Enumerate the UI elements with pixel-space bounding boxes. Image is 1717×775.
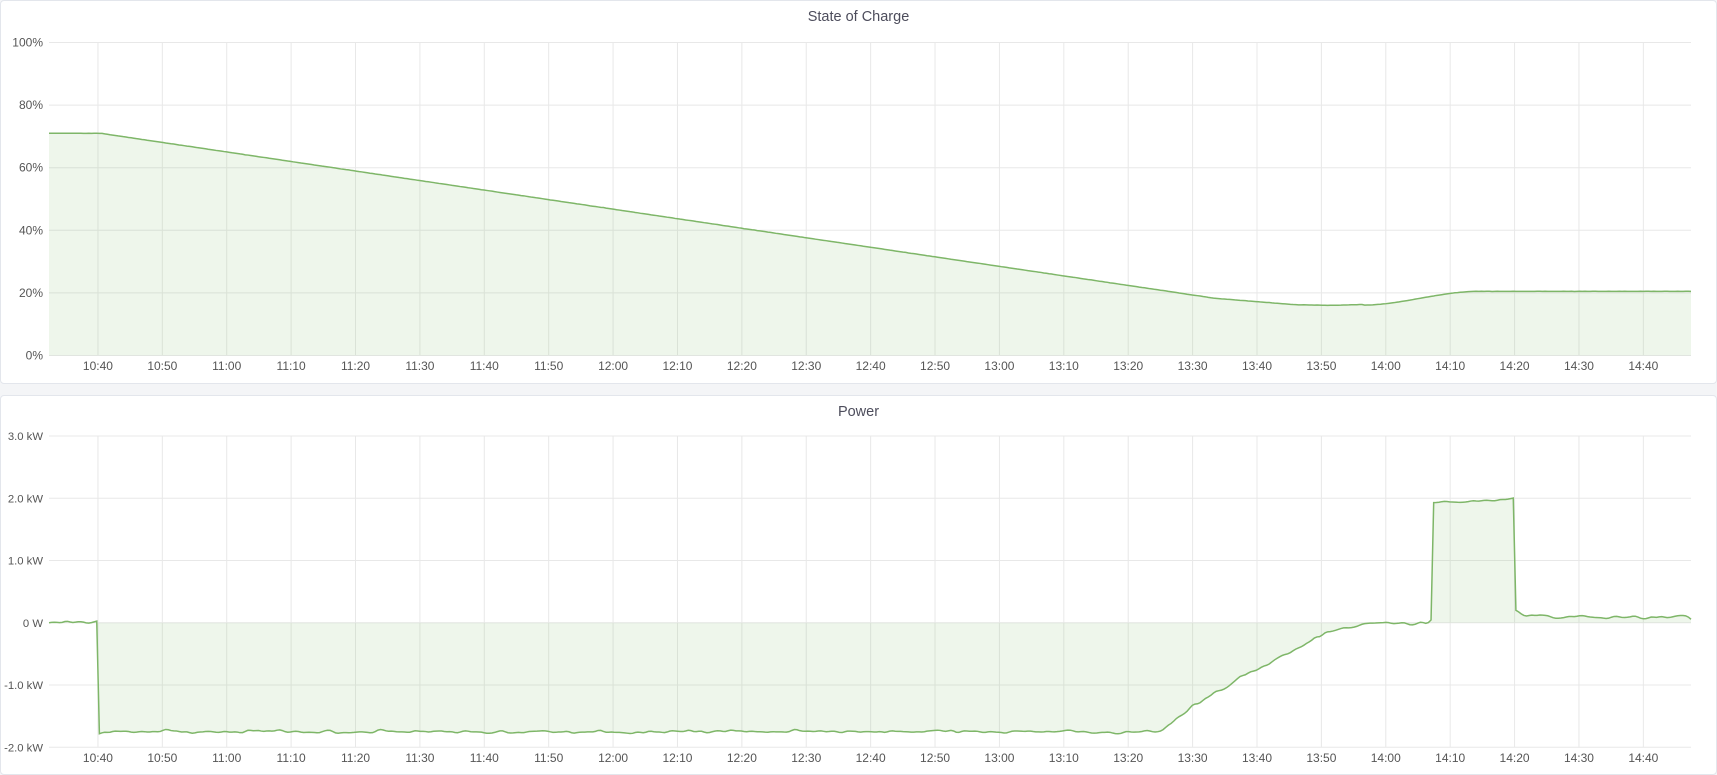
svg-text:10:40: 10:40	[83, 359, 113, 373]
svg-text:12:00: 12:00	[598, 751, 628, 765]
svg-text:13:10: 13:10	[1049, 751, 1079, 765]
svg-text:12:30: 12:30	[791, 359, 821, 373]
svg-text:11:30: 11:30	[405, 751, 434, 765]
svg-text:11:20: 11:20	[341, 751, 370, 765]
svg-text:12:40: 12:40	[856, 751, 886, 765]
svg-text:13:30: 13:30	[1178, 751, 1208, 765]
svg-text:12:30: 12:30	[791, 751, 821, 765]
svg-text:3.0 kW: 3.0 kW	[8, 431, 43, 443]
svg-text:40%: 40%	[19, 223, 43, 237]
svg-text:0%: 0%	[26, 349, 44, 363]
svg-text:12:50: 12:50	[920, 751, 950, 765]
svg-text:2.0 kW: 2.0 kW	[8, 493, 43, 505]
svg-text:11:10: 11:10	[277, 751, 306, 765]
svg-text:13:00: 13:00	[984, 751, 1014, 765]
svg-text:11:50: 11:50	[534, 359, 563, 373]
svg-text:20%: 20%	[19, 286, 43, 300]
svg-text:11:40: 11:40	[470, 359, 499, 373]
svg-text:0 W: 0 W	[23, 618, 43, 630]
svg-text:10:50: 10:50	[147, 751, 177, 765]
svg-text:13:50: 13:50	[1306, 751, 1336, 765]
svg-text:10:40: 10:40	[83, 751, 113, 765]
svg-text:13:20: 13:20	[1113, 751, 1143, 765]
svg-text:14:40: 14:40	[1628, 359, 1658, 373]
svg-text:11:20: 11:20	[341, 359, 370, 373]
svg-text:14:30: 14:30	[1564, 359, 1594, 373]
svg-text:11:50: 11:50	[534, 751, 563, 765]
svg-text:10:50: 10:50	[147, 359, 177, 373]
svg-text:1.0 kW: 1.0 kW	[8, 556, 43, 568]
svg-text:60%: 60%	[19, 161, 43, 175]
svg-text:13:00: 13:00	[984, 359, 1014, 373]
svg-text:12:50: 12:50	[920, 359, 950, 373]
svg-text:11:30: 11:30	[405, 359, 434, 373]
svg-text:13:40: 13:40	[1242, 751, 1272, 765]
svg-text:12:10: 12:10	[662, 359, 692, 373]
svg-text:13:50: 13:50	[1306, 359, 1336, 373]
svg-text:80%: 80%	[19, 98, 43, 112]
svg-text:14:00: 14:00	[1371, 359, 1401, 373]
svg-text:14:20: 14:20	[1500, 751, 1530, 765]
svg-text:12:20: 12:20	[727, 359, 757, 373]
svg-text:13:30: 13:30	[1178, 359, 1208, 373]
svg-text:12:20: 12:20	[727, 751, 757, 765]
svg-text:12:10: 12:10	[662, 751, 692, 765]
svg-text:14:20: 14:20	[1500, 359, 1530, 373]
svg-text:14:10: 14:10	[1435, 751, 1465, 765]
svg-text:11:40: 11:40	[470, 751, 499, 765]
svg-text:11:10: 11:10	[277, 359, 306, 373]
svg-text:14:30: 14:30	[1564, 751, 1594, 765]
svg-text:12:40: 12:40	[856, 359, 886, 373]
svg-text:11:00: 11:00	[212, 751, 241, 765]
svg-text:12:00: 12:00	[598, 359, 628, 373]
svg-text:-2.0 kW: -2.0 kW	[4, 742, 43, 754]
svg-text:13:40: 13:40	[1242, 359, 1272, 373]
svg-text:14:40: 14:40	[1628, 751, 1658, 765]
svg-text:14:00: 14:00	[1371, 751, 1401, 765]
svg-text:11:00: 11:00	[212, 359, 241, 373]
svg-text:13:10: 13:10	[1049, 359, 1079, 373]
svg-text:13:20: 13:20	[1113, 359, 1143, 373]
svg-text:14:10: 14:10	[1435, 359, 1465, 373]
svg-text:100%: 100%	[12, 36, 43, 50]
svg-text:-1.0 kW: -1.0 kW	[4, 680, 43, 692]
